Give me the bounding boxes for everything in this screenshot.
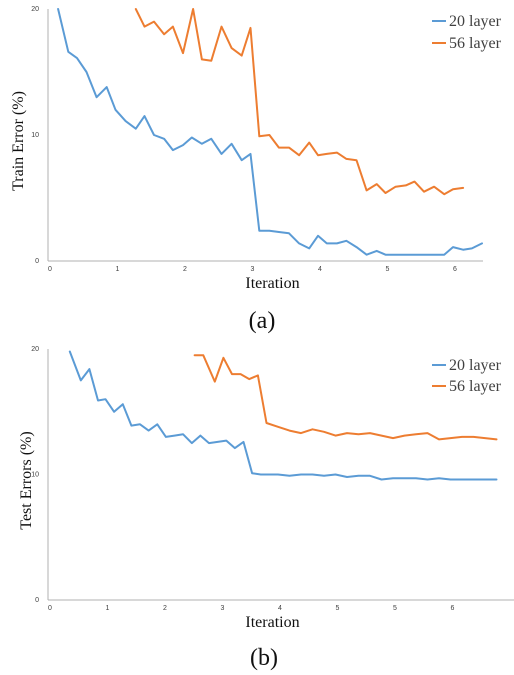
y-axis-title: Train Error (%) (10, 91, 27, 191)
y-tick-label: 20 (31, 346, 39, 353)
x-tick-label: 6 (453, 266, 457, 273)
x-tick-label: 5 (336, 605, 340, 612)
y-tick-label: 0 (35, 258, 39, 265)
x-tick-label: 1 (116, 266, 120, 273)
x-axis-title: Iteration (245, 614, 299, 631)
legend-entry-label: 56 layer (449, 378, 502, 395)
x-tick-label: 4 (318, 266, 322, 273)
x-axis-title: Iteration (245, 275, 299, 292)
x-tick-label: 2 (183, 266, 187, 273)
x-tick-label: 6 (451, 605, 455, 612)
x-tick-label: 4 (278, 605, 282, 612)
series-line-20-layer (68, 350, 498, 481)
series-line-56-layer (193, 354, 498, 441)
panel-label: (a) (249, 308, 276, 334)
x-tick-label: 3 (251, 266, 255, 273)
panel-b: 0 10 20 0 1 2 3 4 5 5 6 Iteration Test Errors (%) 20 … (18, 346, 514, 671)
y-tick-label: 20 (31, 6, 39, 13)
series-line-20-layer (57, 8, 483, 256)
y-axis-title: Test Errors (%) (18, 431, 35, 529)
x-tick-label: 0 (48, 266, 52, 273)
x-tick-label: 2 (163, 605, 167, 612)
panel-a: 0 10 20 0 1 2 3 4 5 6 Iteration Train Error (%) 20 l… (10, 6, 502, 334)
legend-entry-label: 56 layer (449, 35, 502, 52)
y-tick-label: 10 (31, 472, 39, 479)
y-tick-label: 0 (35, 597, 39, 604)
x-tick-label: 3 (221, 605, 225, 612)
legend-entry-label: 20 layer (449, 13, 502, 30)
legend-entry-label: 20 layer (449, 357, 502, 374)
x-tick-label: 5 (393, 605, 397, 612)
y-tick-label: 10 (31, 132, 39, 139)
x-tick-label: 5 (386, 266, 390, 273)
x-tick-label: 1 (106, 605, 110, 612)
series-line-56-layer (134, 8, 465, 196)
panel-label: (b) (250, 645, 278, 671)
x-tick-label: 0 (48, 605, 52, 612)
